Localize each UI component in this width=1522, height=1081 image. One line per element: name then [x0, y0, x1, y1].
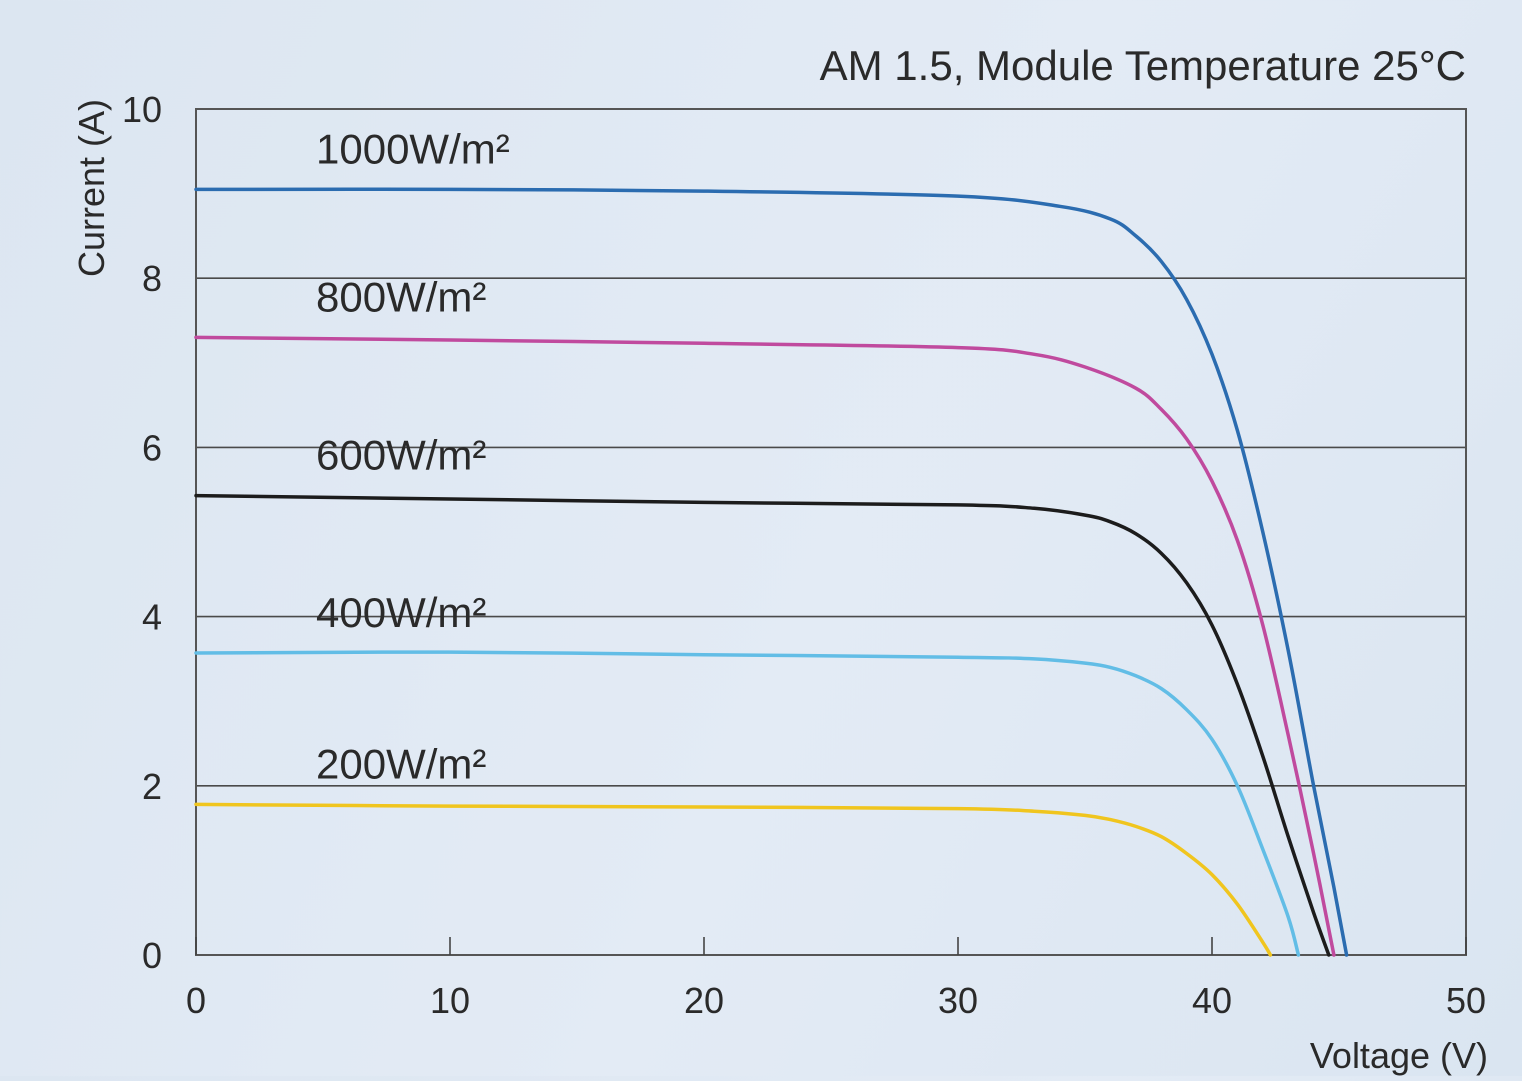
x-tick-label-10: 10	[430, 980, 470, 1021]
series-label-200w-m-: 200W/m²	[316, 740, 486, 787]
series-line-800w-m-	[194, 335, 1336, 957]
chart-title: AM 1.5, Module Temperature 25°C	[820, 42, 1466, 89]
series-line-1000w-m-	[194, 187, 1349, 957]
x-tick-label-20: 20	[684, 980, 724, 1021]
series-line-200w-m-	[194, 802, 1273, 957]
y-axis-label: Current (A)	[71, 99, 112, 277]
x-tick-label-50: 50	[1446, 980, 1486, 1021]
y-tick-label-6: 6	[142, 427, 162, 468]
plot-frame	[195, 108, 1467, 956]
y-tick-label-0: 0	[142, 935, 162, 976]
y-tick-label-4: 4	[142, 597, 162, 638]
series-line-600w-m-	[194, 493, 1331, 957]
plot-area: 0 10 20 30 40 50 0 2 4 6 8 10 1000W/m² 800W/m² 600W/m²…	[122, 89, 1486, 1021]
y-tick-label-10: 10	[122, 89, 162, 130]
x-tick-label-0: 0	[186, 980, 206, 1021]
series-label-400w-m-: 400W/m²	[316, 589, 486, 636]
series-label-600w-m-: 600W/m²	[316, 432, 486, 479]
x-axis-label: Voltage (V)	[1310, 1035, 1488, 1076]
series-label-800w-m-: 800W/m²	[316, 273, 486, 320]
x-tick-label-30: 30	[938, 980, 978, 1021]
y-tick-label-2: 2	[142, 766, 162, 807]
series-label-1000w-m-: 1000W/m²	[316, 125, 510, 172]
x-tick-label-40: 40	[1192, 980, 1232, 1021]
series-line-400w-m-	[194, 650, 1301, 957]
y-tick-label-8: 8	[142, 258, 162, 299]
